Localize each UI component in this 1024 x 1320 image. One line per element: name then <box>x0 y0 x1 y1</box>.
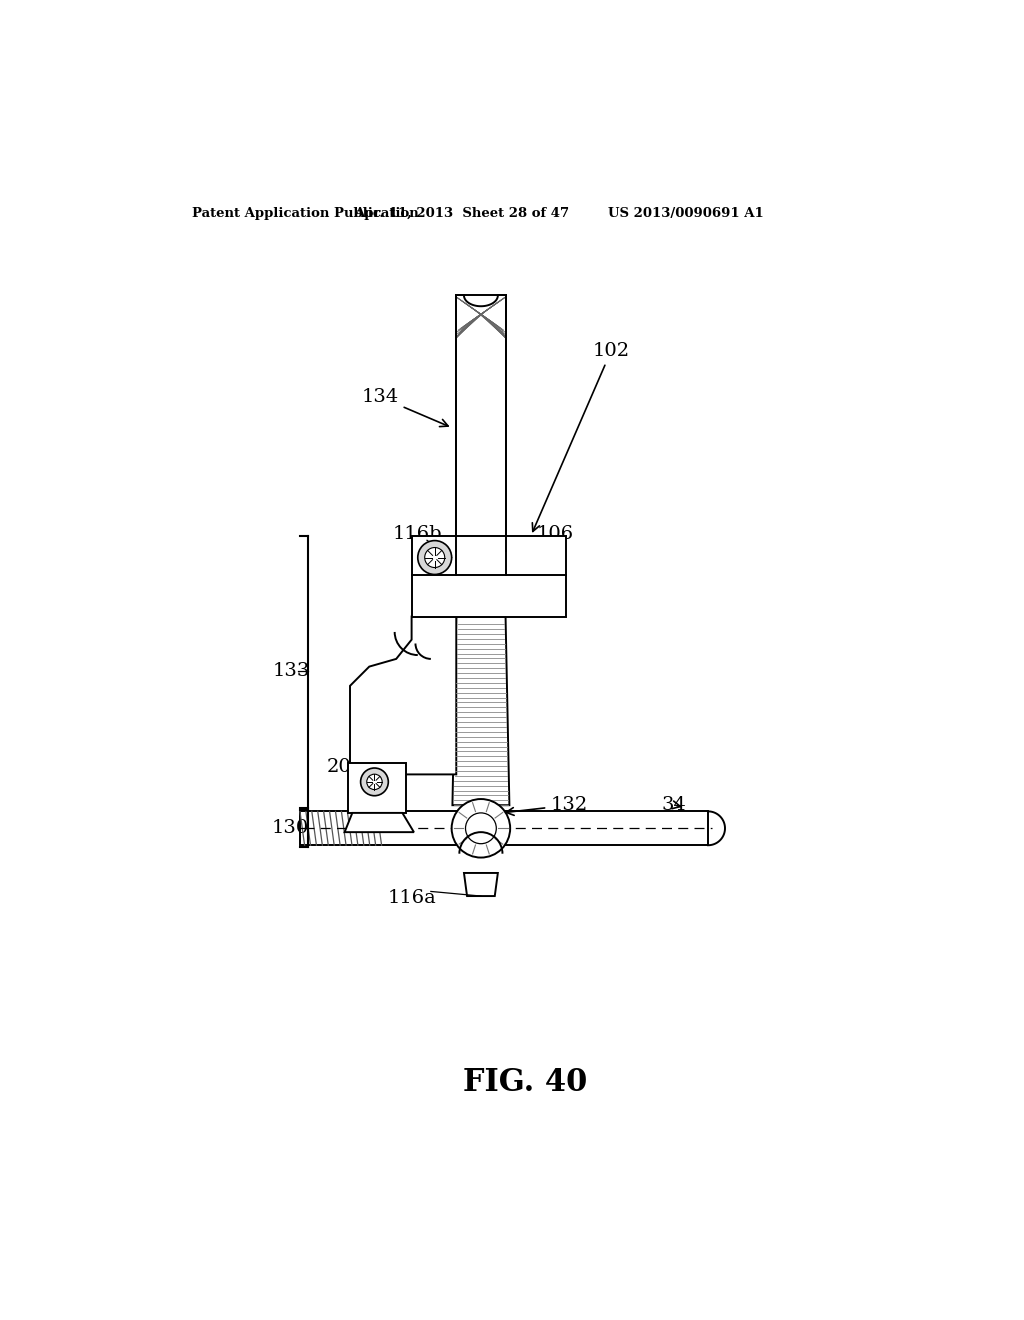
Text: 20d: 20d <box>456 550 499 568</box>
Circle shape <box>360 768 388 796</box>
Text: Apr. 11, 2013  Sheet 28 of 47: Apr. 11, 2013 Sheet 28 of 47 <box>354 207 569 220</box>
Polygon shape <box>345 813 414 832</box>
Circle shape <box>466 813 497 843</box>
Text: 116a: 116a <box>387 888 436 907</box>
Text: US 2013/0090691 A1: US 2013/0090691 A1 <box>608 207 764 220</box>
Circle shape <box>452 799 510 858</box>
Text: 116b: 116b <box>392 525 442 543</box>
Bar <box>412 536 565 616</box>
Text: 106: 106 <box>538 525 574 543</box>
Text: 133: 133 <box>273 663 310 680</box>
Text: FIG. 40: FIG. 40 <box>463 1067 587 1098</box>
Polygon shape <box>453 616 509 805</box>
Text: 34: 34 <box>662 796 687 814</box>
Polygon shape <box>350 616 457 775</box>
Bar <box>300 812 708 845</box>
Circle shape <box>367 774 382 789</box>
Polygon shape <box>464 873 498 896</box>
Text: Patent Application Publication: Patent Application Publication <box>193 207 419 220</box>
Text: 132: 132 <box>506 796 588 816</box>
Bar <box>457 296 506 552</box>
Text: 130: 130 <box>271 820 308 837</box>
Text: 134: 134 <box>361 388 449 426</box>
Bar <box>348 763 407 813</box>
Circle shape <box>418 541 452 574</box>
Circle shape <box>425 548 444 568</box>
Text: 102: 102 <box>532 342 630 532</box>
Text: 20c: 20c <box>327 758 362 776</box>
